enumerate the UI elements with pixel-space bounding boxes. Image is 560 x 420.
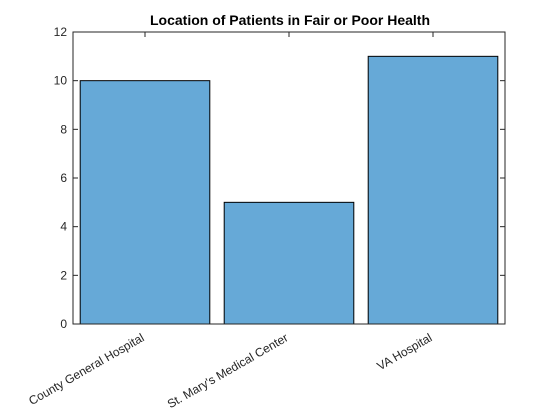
chart-title: Location of Patients in Fair or Poor Hea… bbox=[150, 12, 430, 28]
y-tick-label: 6 bbox=[60, 171, 67, 185]
x-category-label: VA Hospital bbox=[375, 330, 435, 373]
x-category-label: St. Mary's Medical Center bbox=[165, 330, 291, 411]
y-tick-label: 0 bbox=[60, 317, 67, 331]
y-tick-label: 8 bbox=[60, 122, 67, 136]
y-tick-label: 10 bbox=[54, 74, 68, 88]
bar bbox=[223, 201, 355, 325]
bar bbox=[367, 55, 499, 325]
bars-group bbox=[79, 55, 499, 325]
bar bbox=[79, 80, 211, 325]
x-category-label: County General Hospital bbox=[26, 330, 146, 407]
y-tick-label: 12 bbox=[54, 25, 68, 39]
y-axis: 0 2 4 6 8 10 12 bbox=[54, 25, 505, 331]
plot-area-frame bbox=[72, 31, 506, 325]
y-tick-label: 2 bbox=[60, 268, 67, 282]
y-tick-label: 4 bbox=[60, 220, 67, 234]
